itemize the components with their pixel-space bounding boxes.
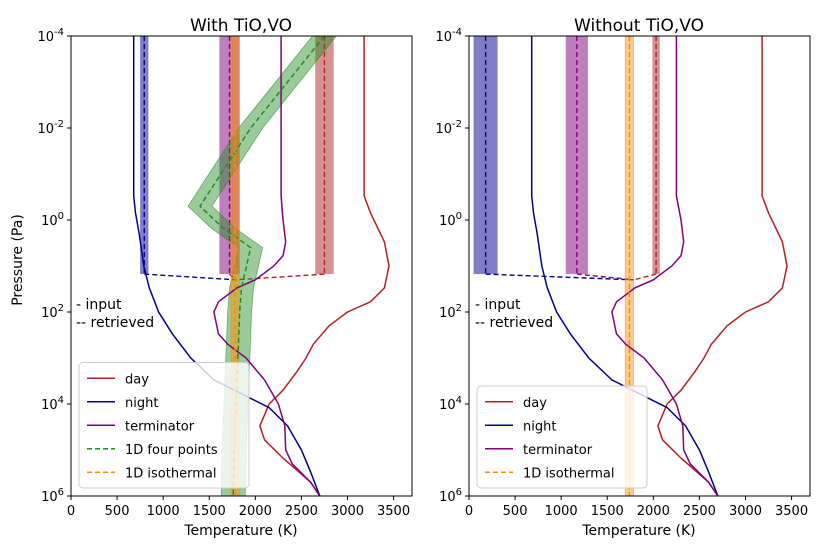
x-tick-label: 3000 bbox=[331, 504, 364, 519]
legend-label-1D-isothermal: 1D isothermal bbox=[523, 466, 614, 481]
panel-2-xlabel: Temperature (K) bbox=[581, 523, 695, 539]
y-tick-label: 104 bbox=[439, 395, 462, 413]
legend-label-night: night bbox=[125, 396, 158, 411]
y-tick-label: 100 bbox=[439, 211, 462, 229]
y-tick-label: 106 bbox=[41, 487, 64, 505]
retrieved-band-terminator bbox=[565, 36, 588, 275]
legend-label-day: day bbox=[523, 396, 547, 411]
retrieved-connector-day bbox=[633, 273, 657, 281]
panel-1: 0 500 1000 1500 2000 2500 3000 3500 10-4 10-2 100 1… bbox=[37, 27, 413, 519]
plot-area bbox=[473, 36, 788, 496]
x-tick-label: 0 bbox=[465, 504, 473, 519]
panel-1-title: With TiO,VO bbox=[190, 16, 292, 36]
retrieved-connector-terminator bbox=[576, 273, 635, 281]
panel-1-annotation-input: - input bbox=[76, 297, 122, 313]
x-tick-label: 500 bbox=[503, 504, 528, 519]
legend-label-1D-isothermal: 1D isothermal bbox=[125, 466, 216, 481]
panel-1-xlabel: Temperature (K) bbox=[183, 523, 297, 539]
x-tick-label: 1500 bbox=[591, 504, 624, 519]
x-tick-label: 2500 bbox=[683, 504, 716, 519]
retrieved-band-night bbox=[140, 36, 149, 275]
panel-1-annotation-retrieved: -- retrieved bbox=[76, 315, 154, 331]
legend-label-terminator: terminator bbox=[125, 419, 195, 434]
y-axis-label: Pressure (Pa) bbox=[10, 214, 26, 306]
legend-label-terminator: terminator bbox=[523, 443, 593, 458]
axes-frame bbox=[70, 35, 413, 497]
y-tick-label: 100 bbox=[41, 211, 64, 229]
x-tick-label: 0 bbox=[67, 504, 75, 519]
retrieved-connector-night bbox=[485, 273, 634, 281]
x-tick-label: 3500 bbox=[775, 504, 808, 519]
y-tick-label: 10-4 bbox=[435, 27, 462, 45]
y-tick-label: 102 bbox=[41, 303, 64, 321]
axes-frame bbox=[468, 35, 811, 497]
x-tick-label: 1000 bbox=[545, 504, 578, 519]
legend-box bbox=[78, 362, 250, 489]
x-tick-label: 2000 bbox=[239, 504, 272, 519]
x-tick-label: 3000 bbox=[729, 504, 762, 519]
series-line-terminator bbox=[213, 36, 321, 496]
series-line-day bbox=[259, 36, 390, 496]
panel-2-annotation-input: - input bbox=[475, 297, 521, 313]
x-tick-label: 3500 bbox=[377, 504, 410, 519]
legend-label-1D-four-points: 1D four points bbox=[125, 443, 218, 458]
legend-label-night: night bbox=[523, 419, 556, 434]
retrieved-band-day bbox=[315, 36, 334, 275]
series-line-terminator bbox=[611, 36, 719, 496]
x-tick-label: 1500 bbox=[193, 504, 226, 519]
retrieved-band-day bbox=[652, 36, 660, 275]
series-line-night bbox=[530, 36, 719, 496]
y-tick-label: 104 bbox=[41, 395, 64, 413]
x-tick-label: 2500 bbox=[285, 504, 318, 519]
x-tick-label: 2000 bbox=[637, 504, 670, 519]
y-tick-label: 10-2 bbox=[37, 119, 64, 137]
x-tick-label: 1000 bbox=[147, 504, 180, 519]
plot-layer: 0 500 1000 1500 2000 2500 3000 350010-410-21001… bbox=[37, 27, 811, 519]
retrieved-band-night bbox=[473, 36, 498, 275]
legend-box bbox=[476, 385, 648, 489]
panel-2-annotation-retrieved: -- retrieved bbox=[475, 315, 553, 331]
y-tick-label: 10-2 bbox=[435, 119, 462, 137]
retrieved-connector-day bbox=[235, 273, 325, 281]
panel-2-title: Without TiO,VO bbox=[574, 16, 704, 36]
y-tick-label: 102 bbox=[439, 303, 462, 321]
panel-2: 0 500 1000 1500 2000 2500 3000 3500 10-4 10-2 100 1… bbox=[435, 27, 811, 519]
y-tick-label: 10-4 bbox=[37, 27, 64, 45]
y-tick-label: 106 bbox=[439, 487, 462, 505]
series-line-day bbox=[657, 36, 788, 496]
series-line-night bbox=[132, 36, 321, 496]
x-tick-label: 500 bbox=[105, 504, 130, 519]
legend-label-day: day bbox=[125, 372, 149, 387]
retrieved-connector-night bbox=[144, 273, 237, 281]
